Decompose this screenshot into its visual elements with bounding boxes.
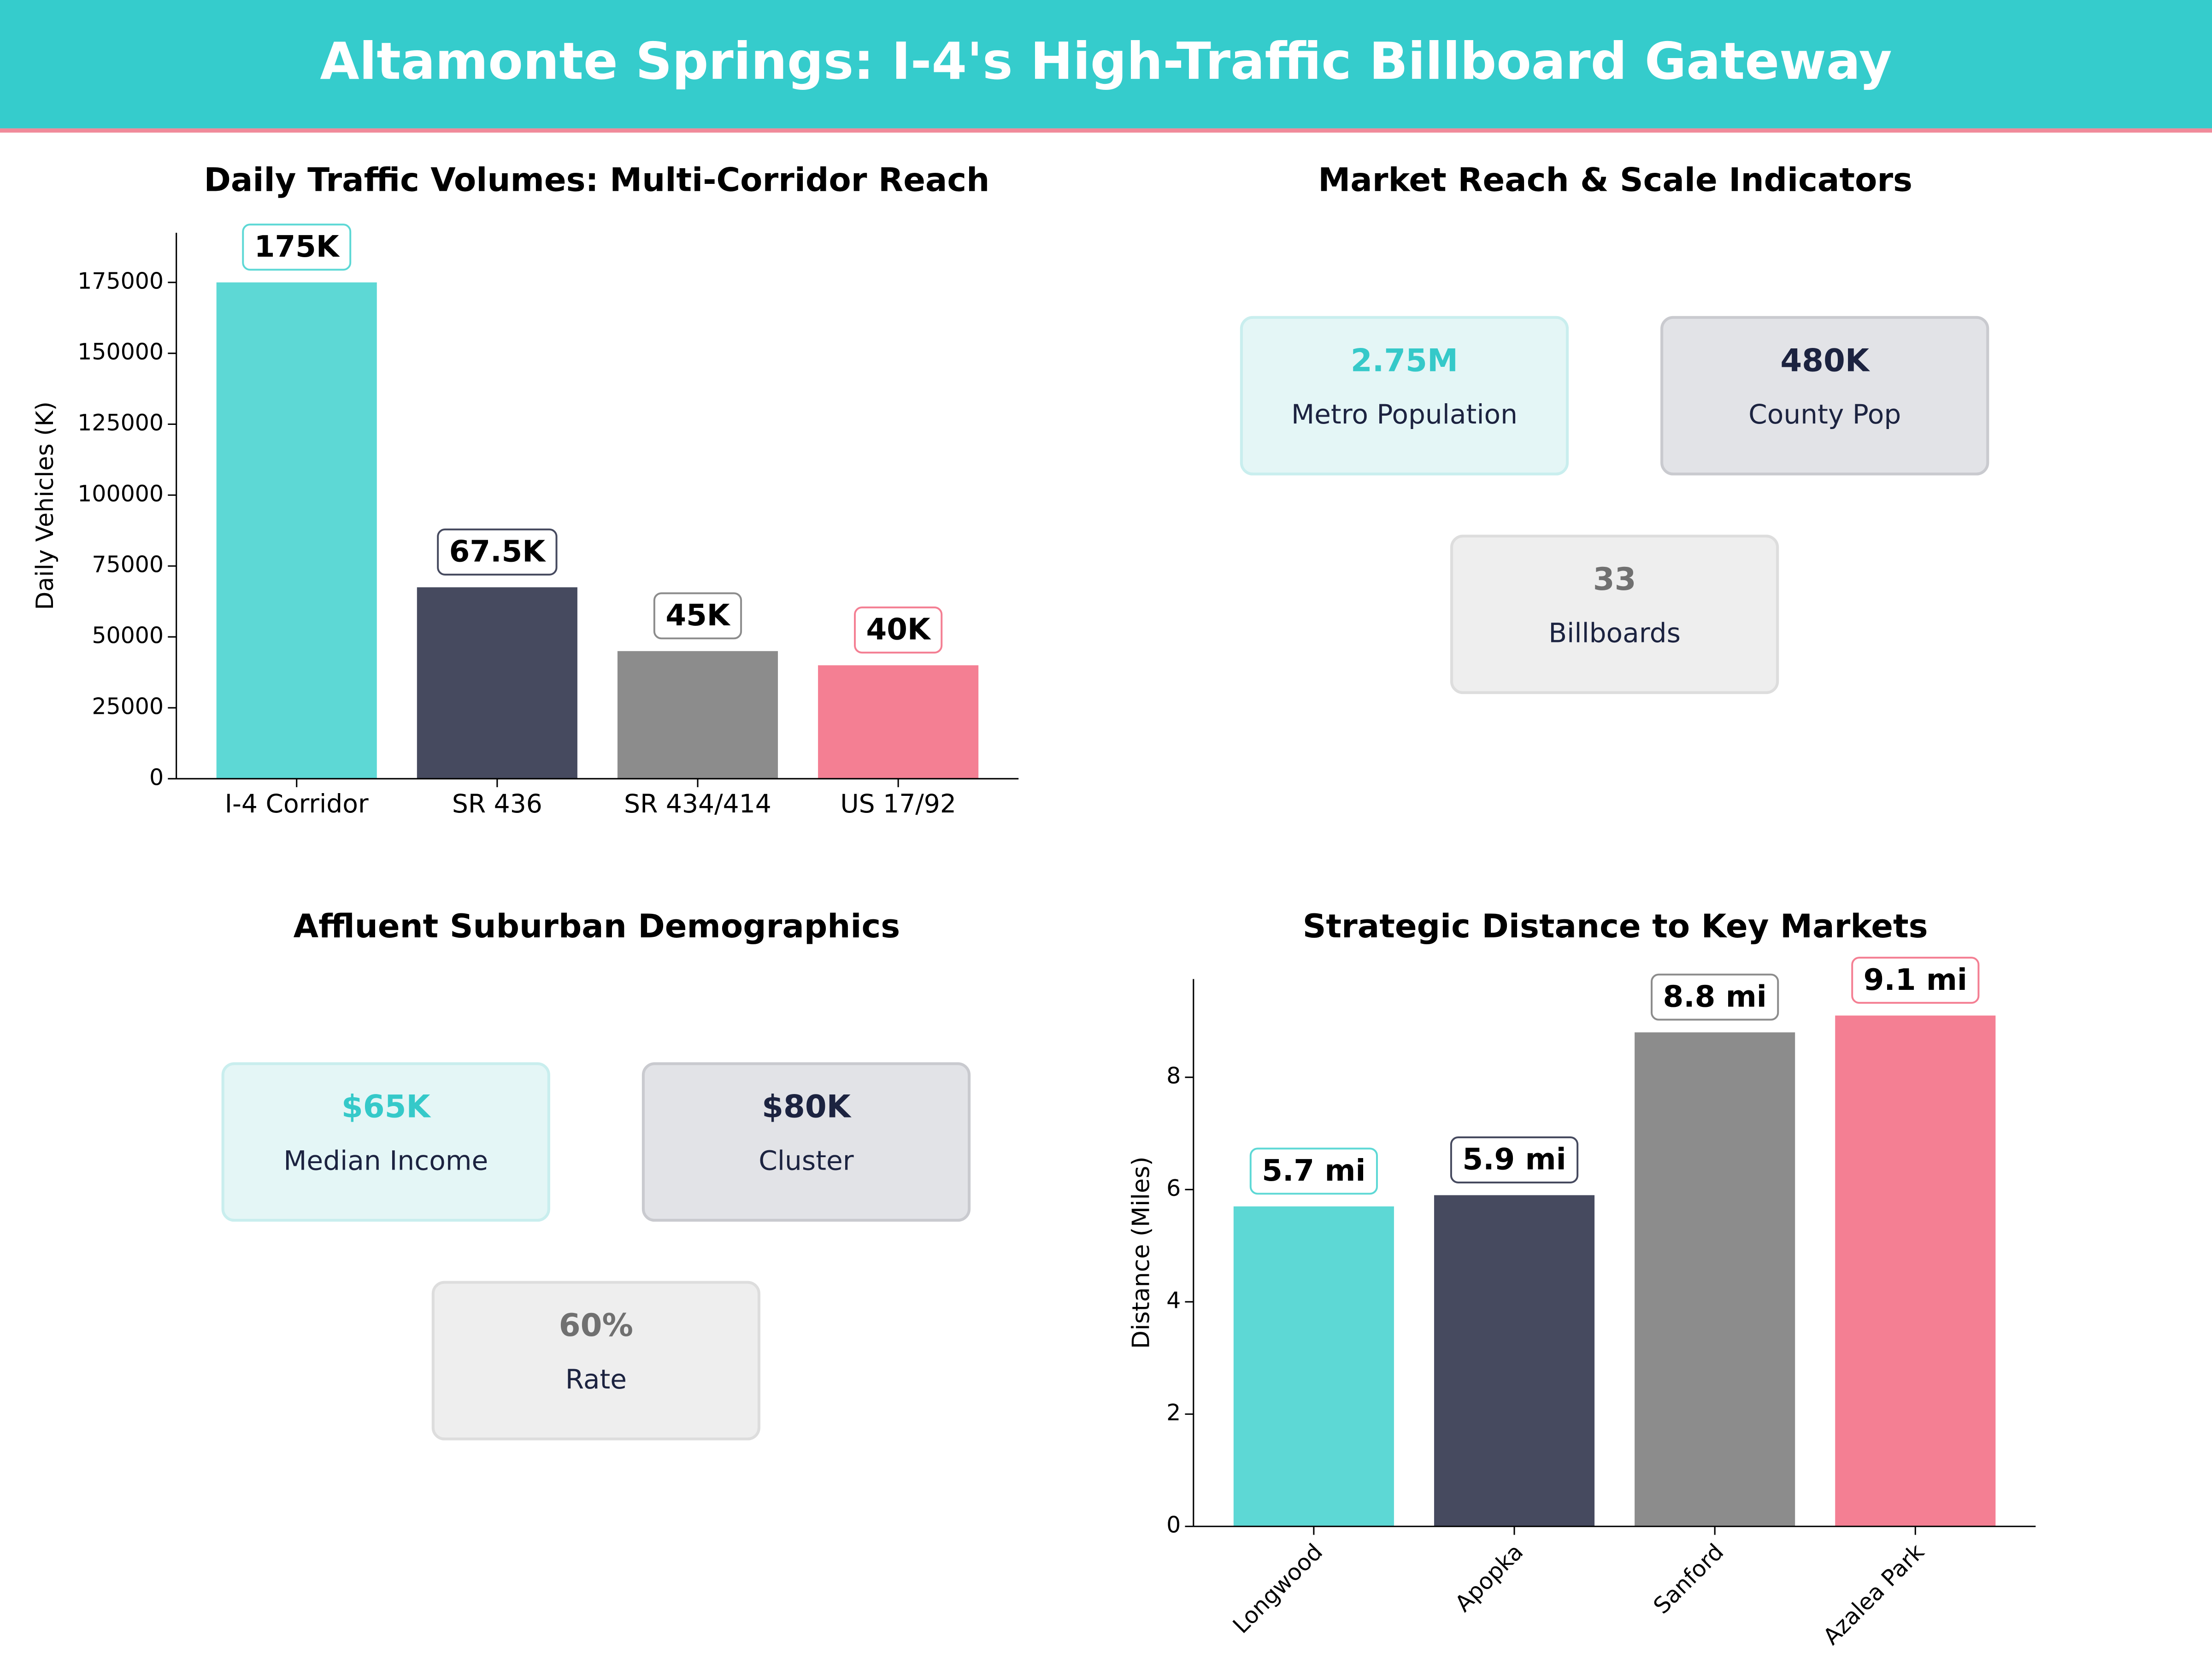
header-rule xyxy=(0,128,2212,133)
value-label-box xyxy=(1450,1136,1579,1183)
value-label-box xyxy=(1851,957,1980,1004)
value-label-box xyxy=(1249,1147,1378,1195)
bar xyxy=(1434,1195,1595,1527)
x-tick-label: Sanford xyxy=(1648,1539,1729,1619)
value-label: 5.9 mi xyxy=(1462,1142,1566,1177)
value-label: 45K xyxy=(665,598,730,633)
value-label: 175K xyxy=(254,229,340,264)
kpi-label: Billboards xyxy=(1548,618,1681,649)
header-band xyxy=(0,0,2212,129)
y-tick-label: 75000 xyxy=(92,552,164,578)
y-tick-label: 25000 xyxy=(92,693,164,719)
panel-title: Market Reach & Scale Indicators xyxy=(1318,161,1912,199)
y-tick-label: 2 xyxy=(1166,1400,1181,1426)
x-tick-label: SR 434/414 xyxy=(624,789,771,818)
value-label-box xyxy=(854,606,943,654)
y-tick-label: 125000 xyxy=(77,410,164,436)
x-tick-label: Azalea Park xyxy=(1818,1539,1930,1650)
value-label-box xyxy=(653,592,742,640)
value-label: 8.8 mi xyxy=(1663,979,1767,1014)
x-tick-label: Longwood xyxy=(1228,1539,1328,1639)
y-tick-label: 6 xyxy=(1166,1175,1181,1201)
y-tick-label: 0 xyxy=(1166,1512,1181,1538)
page-title: Altamonte Springs: I-4's High-Traffic Bi… xyxy=(320,32,1892,91)
kpi-card xyxy=(641,1062,971,1222)
kpi-value: $65K xyxy=(341,1088,432,1125)
bar xyxy=(617,651,778,779)
bar xyxy=(1835,1015,1996,1527)
value-label: 9.1 mi xyxy=(1864,963,1967,997)
y-tick-label: 100000 xyxy=(77,481,164,507)
y-tick-label: 0 xyxy=(149,764,164,790)
kpi-label: Metro Population xyxy=(1291,399,1518,430)
value-label: 5.7 mi xyxy=(1262,1153,1365,1188)
bar xyxy=(1635,1032,1795,1527)
value-label: 67.5K xyxy=(449,534,547,569)
bar xyxy=(818,665,979,779)
y-axis-title: Daily Vehicles (K) xyxy=(31,401,59,610)
kpi-value: $80K xyxy=(762,1088,852,1125)
y-tick-label: 150000 xyxy=(77,339,164,365)
kpi-label: County Pop xyxy=(1748,399,1901,430)
kpi-label: Cluster xyxy=(759,1145,854,1177)
kpi-card xyxy=(431,1281,760,1441)
panel-title: Daily Traffic Volumes: Multi-Corridor Re… xyxy=(204,161,990,199)
y-tick-label: 50000 xyxy=(92,623,164,649)
kpi-value: 2.75M xyxy=(1351,342,1458,378)
value-label: 40K xyxy=(866,612,931,647)
kpi-value: 60% xyxy=(559,1307,633,1343)
value-label-box xyxy=(242,224,352,271)
kpi-label: Rate xyxy=(565,1364,627,1395)
kpi-card xyxy=(1240,316,1569,476)
x-tick-label: US 17/92 xyxy=(840,789,956,818)
y-tick-label: 8 xyxy=(1166,1063,1181,1089)
kpi-card xyxy=(1450,535,1779,694)
bar xyxy=(1233,1206,1394,1527)
value-label-box xyxy=(1651,973,1779,1021)
y-tick-label: 175000 xyxy=(77,268,164,294)
kpi-value: 480K xyxy=(1780,342,1871,378)
value-label-box xyxy=(437,528,558,576)
kpi-label: Median Income xyxy=(283,1145,488,1177)
panel-title: Affluent Suburban Demographics xyxy=(294,907,900,945)
x-tick-label: Apopka xyxy=(1450,1539,1528,1617)
kpi-card xyxy=(1660,316,1989,476)
x-tick-label: SR 436 xyxy=(452,789,542,818)
kpi-value: 33 xyxy=(1593,561,1636,597)
y-axis-title: Distance (Miles) xyxy=(1128,1157,1155,1349)
kpi-card xyxy=(221,1062,550,1222)
bar xyxy=(216,282,377,779)
bar xyxy=(417,587,577,779)
panel-title: Strategic Distance to Key Markets xyxy=(1303,907,1928,945)
y-tick-label: 4 xyxy=(1166,1287,1181,1313)
x-tick-label: I-4 Corridor xyxy=(225,789,369,818)
